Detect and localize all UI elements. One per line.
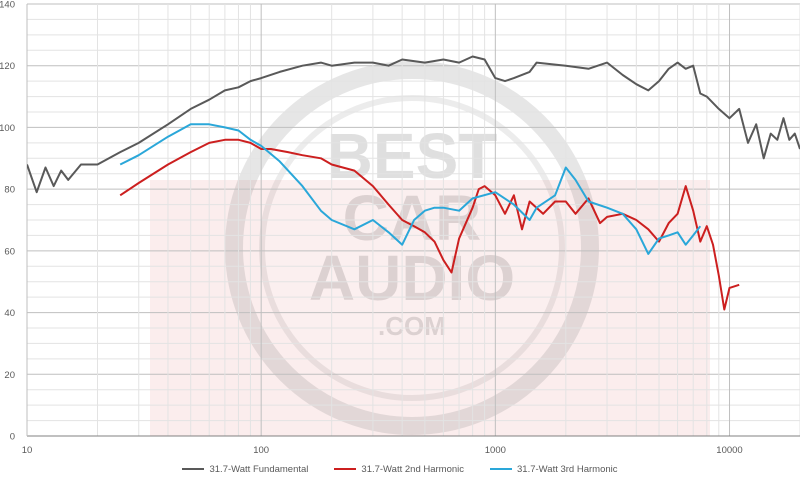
legend-label: 31.7-Watt Fundamental: [209, 463, 309, 475]
watermark-tint: [150, 180, 710, 436]
y-tick-label: 20: [4, 370, 15, 381]
watermark-ring-outer: [225, 61, 599, 435]
series-line-1: [119, 138, 740, 311]
watermark-line-1: BEST: [327, 120, 498, 192]
x-tick-label: 1000: [485, 445, 506, 456]
watermark-line-3: AUDIO: [309, 242, 515, 314]
legend: 31.7-Watt Fundamental 31.7-Watt 2nd Harmo…: [0, 462, 800, 476]
series-line-2: [119, 123, 702, 255]
legend-item: 31.7-Watt Fundamental: [182, 462, 308, 476]
y-tick-label: 80: [4, 185, 15, 196]
y-tick-label: 0: [10, 432, 15, 443]
watermark-line-4: .COM: [378, 311, 446, 341]
grid: [26, 3, 800, 437]
legend-swatch: [182, 468, 205, 470]
legend-item: 31.7-Watt 2nd Harmonic: [334, 462, 464, 476]
watermark-logo: BEST CAR AUDIO .COM: [225, 61, 599, 435]
legend-label: 31.7-Watt 3rd Harmonic: [517, 463, 618, 475]
x-tick-label: 10000: [716, 445, 742, 456]
legend-swatch: [490, 468, 513, 470]
watermark-ring-inner: [259, 95, 565, 401]
legend-swatch: [334, 468, 357, 470]
y-tick-label: 60: [4, 246, 15, 257]
legend-label: 31.7-Watt 2nd Harmonic: [361, 463, 465, 475]
legend-item: 31.7-Watt 3rd Harmonic: [490, 462, 618, 476]
x-tick-label: 100: [253, 445, 269, 456]
y-tick-label: 40: [4, 308, 15, 319]
series-lines: [27, 55, 800, 311]
y-tick-label: 120: [0, 61, 15, 72]
x-tick-label: 10: [22, 445, 33, 456]
y-tick-label: 100: [0, 123, 15, 134]
axes: 0 20 40 60 80 100 120 140 10 100 1000 10000: [0, 0, 800, 456]
y-tick-label: 140: [0, 0, 15, 11]
series-line-0: [27, 55, 800, 194]
